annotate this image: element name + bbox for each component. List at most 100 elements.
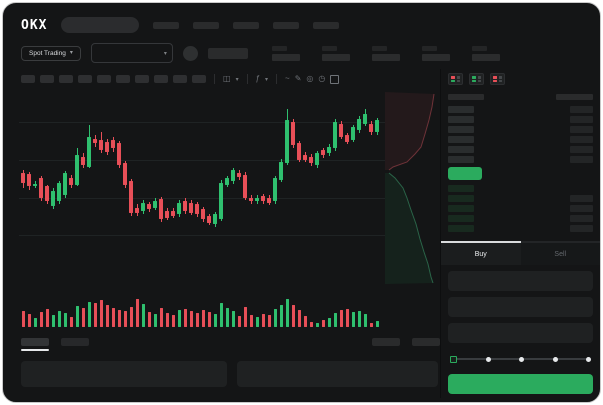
ask-price [448, 135, 474, 143]
candle [231, 169, 235, 182]
volume-bar [345, 309, 349, 327]
trade-input-field[interactable] [448, 271, 593, 291]
ask-price [448, 115, 474, 123]
ask-amount [570, 115, 593, 123]
chart-row [19, 89, 440, 287]
volume-bar [171, 315, 175, 327]
orderbook-mode-toggles [448, 73, 593, 87]
ticker-stat [421, 45, 450, 61]
interval-button[interactable] [97, 75, 111, 83]
chart-type-icon[interactable]: ◫ [223, 74, 231, 83]
candlestick-chart[interactable] [19, 89, 385, 287]
interval-button[interactable] [192, 75, 206, 83]
chart-bottom-tab[interactable] [61, 338, 89, 346]
bid-row[interactable] [448, 213, 593, 223]
chart-panel: ◫ ▾ ƒ ▾ ~ ✎ ◎ ◷ [3, 69, 440, 398]
slider-stop[interactable] [450, 355, 457, 363]
nav-menu [153, 21, 340, 29]
slider-stop[interactable] [519, 356, 524, 362]
interval-button[interactable] [40, 75, 54, 83]
volume-bar [201, 309, 205, 327]
interval-button[interactable] [116, 75, 130, 83]
ask-row[interactable] [448, 144, 593, 154]
ticker-stat [471, 45, 500, 61]
book-mode-bids-icon[interactable] [469, 73, 484, 85]
ask-row[interactable] [448, 124, 593, 134]
bid-row[interactable] [448, 223, 593, 233]
candle [117, 143, 121, 165]
camera-icon[interactable]: ◎ [306, 74, 314, 83]
search-input[interactable] [61, 17, 140, 33]
orders-panel-placeholder [236, 361, 438, 387]
interval-button[interactable] [154, 75, 168, 83]
candle [135, 207, 139, 213]
volume-bar [129, 306, 133, 327]
nav-item[interactable] [313, 21, 340, 29]
amount-slider[interactable] [450, 351, 591, 367]
bid-row[interactable] [448, 183, 593, 193]
interval-button[interactable] [21, 75, 35, 83]
bid-row[interactable] [448, 193, 593, 203]
ask-row[interactable] [448, 154, 593, 164]
book-mode-both-icon[interactable] [448, 73, 463, 85]
candle [303, 154, 307, 160]
nav-item[interactable] [153, 21, 180, 29]
interval-button[interactable] [135, 75, 149, 83]
chevron-down-icon[interactable]: ▾ [235, 76, 239, 83]
stat-label [471, 45, 487, 51]
trade-input-field[interactable] [448, 297, 593, 317]
volume-bar [207, 312, 211, 327]
volume-bar [261, 313, 265, 327]
interval-button[interactable] [59, 75, 73, 83]
line-tool-icon[interactable]: ~ [285, 74, 290, 83]
orderbook-last-price[interactable] [448, 167, 482, 180]
history-icon[interactable]: ◷ [318, 74, 326, 83]
candle [249, 197, 253, 202]
tab-buy[interactable]: Buy [441, 241, 521, 265]
ask-row[interactable] [448, 114, 593, 124]
chevron-down-icon[interactable]: ▾ [265, 76, 269, 83]
fullscreen-icon[interactable] [330, 74, 340, 84]
ask-row[interactable] [448, 134, 593, 144]
volume-bar [63, 312, 67, 327]
last-price-placeholder [207, 47, 248, 59]
depth-asks-area [385, 92, 434, 170]
volume-bar [243, 307, 247, 327]
candle [327, 146, 331, 154]
candle [33, 184, 37, 187]
chart-bottom-button[interactable] [412, 338, 440, 346]
orderbook-bids [448, 183, 593, 233]
volume-bar [117, 309, 121, 327]
buy-submit-button[interactable] [448, 374, 593, 394]
volume-bar [363, 313, 367, 327]
candle [147, 204, 151, 210]
slider-stop[interactable] [485, 356, 491, 362]
draw-icon[interactable]: ✎ [294, 74, 302, 83]
candle [75, 154, 79, 185]
ask-row[interactable] [448, 104, 593, 114]
chart-bottom-button[interactable] [372, 338, 400, 346]
market-bar: Spot Trading ▾ ▾ [3, 37, 600, 69]
slider-stop[interactable] [586, 356, 591, 362]
interval-button[interactable] [78, 75, 92, 83]
stat-value [321, 53, 350, 61]
pair-select-dropdown[interactable]: ▾ [90, 43, 173, 63]
tab-sell[interactable]: Sell [520, 241, 600, 265]
candle [357, 118, 361, 131]
bid-row[interactable] [448, 203, 593, 213]
volume-bar [111, 308, 115, 327]
nav-item[interactable] [233, 21, 260, 29]
indicators-icon[interactable]: ƒ [255, 74, 261, 83]
book-mode-asks-icon[interactable] [490, 73, 505, 85]
candle [45, 186, 49, 202]
orderbook-header [448, 94, 593, 100]
market-type-dropdown[interactable]: Spot Trading ▾ [21, 45, 81, 61]
slider-stop[interactable] [552, 356, 558, 362]
chart-bottom-tab[interactable] [21, 338, 49, 351]
volume-bar [327, 318, 331, 327]
trade-input-field[interactable] [448, 323, 593, 343]
ask-price [448, 155, 474, 163]
interval-button[interactable] [173, 75, 187, 83]
nav-item[interactable] [273, 21, 300, 29]
nav-item[interactable] [193, 21, 220, 29]
